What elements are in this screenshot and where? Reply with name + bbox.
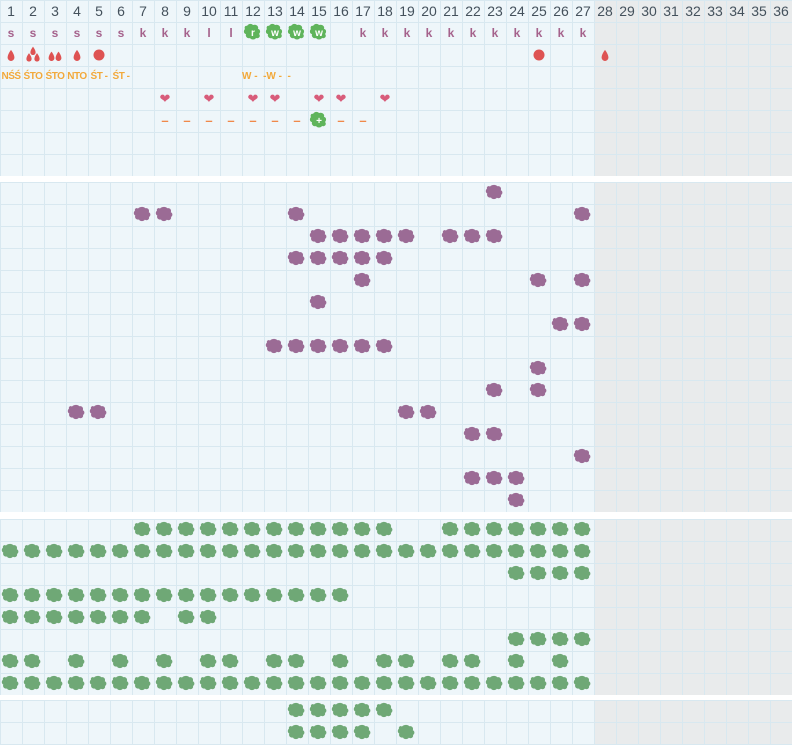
svg-text:+: + xyxy=(316,116,322,127)
svg-text:w: w xyxy=(314,28,323,39)
svg-text:r: r xyxy=(251,28,255,39)
svg-text:w: w xyxy=(270,28,279,39)
svg-text:w: w xyxy=(292,28,301,39)
